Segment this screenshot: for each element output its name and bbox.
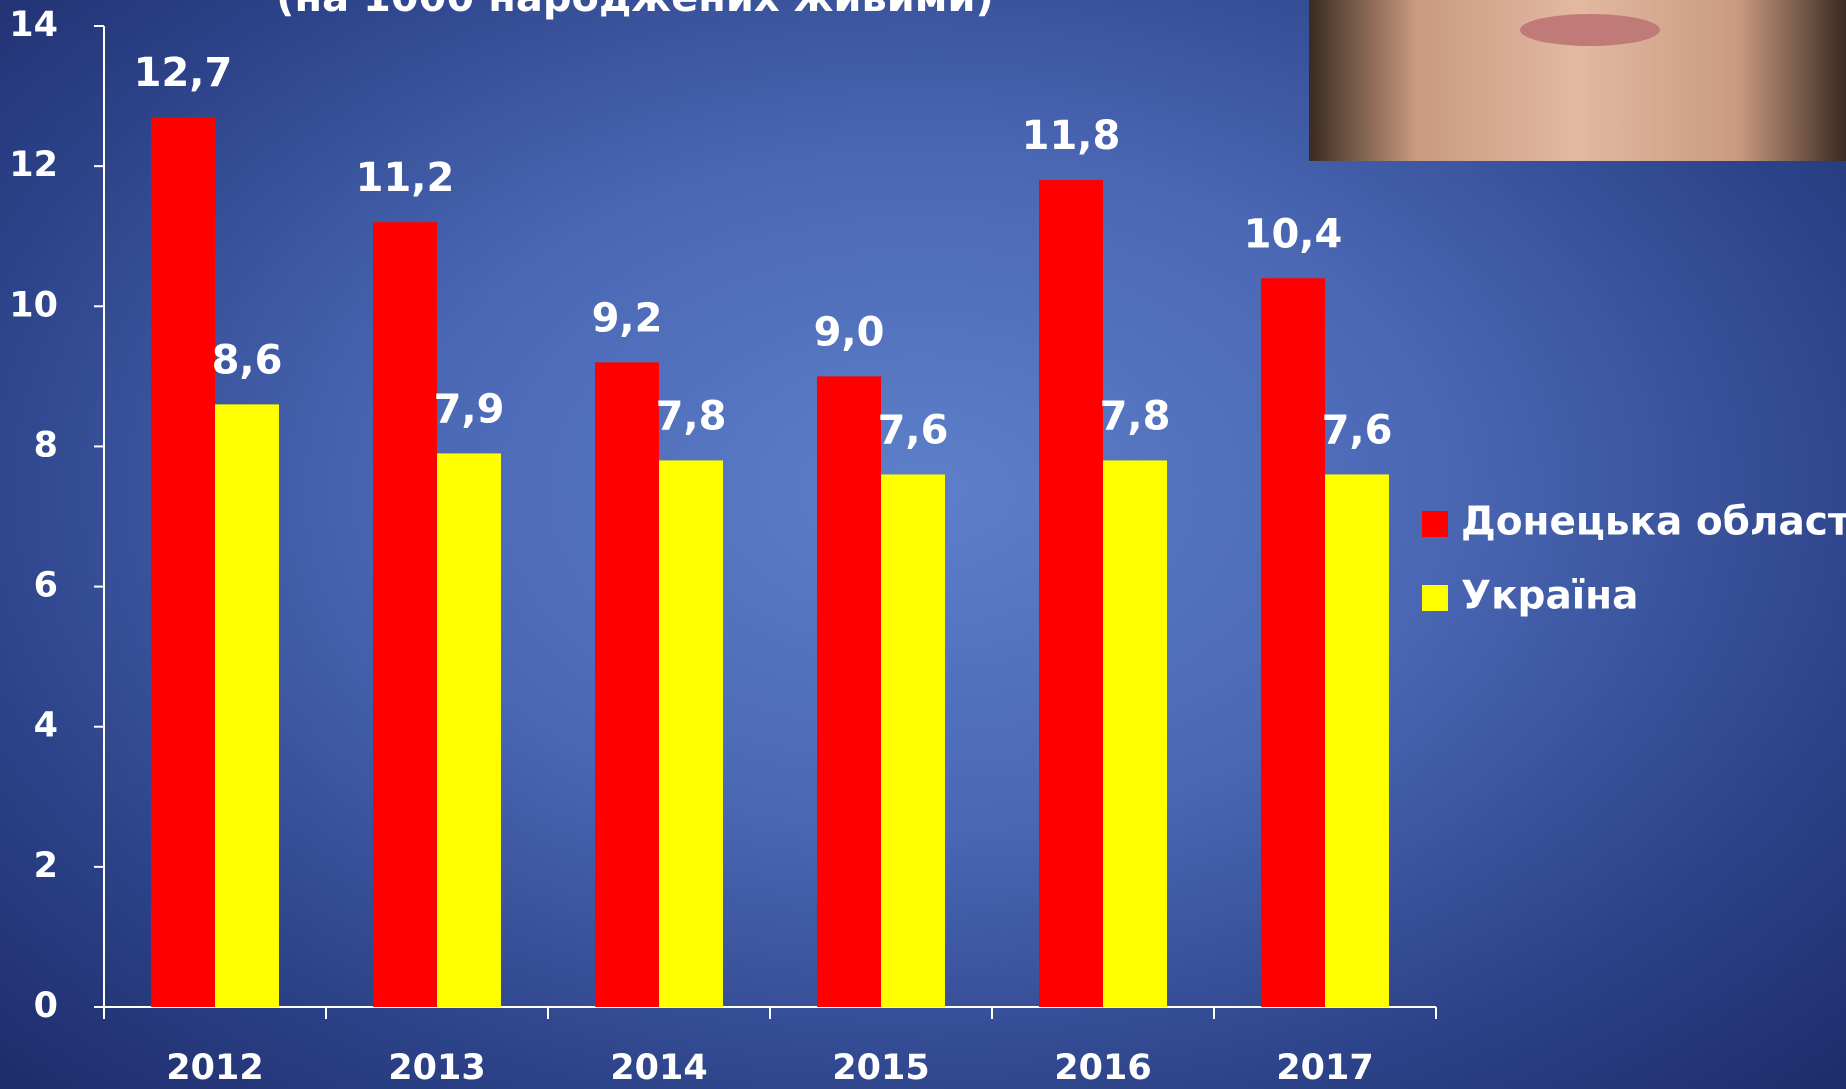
y-tick-label: 0: [34, 986, 58, 1026]
value-label: 7,9: [434, 386, 505, 432]
y-tick-label: 6: [34, 566, 58, 606]
value-label: 7,8: [656, 393, 727, 439]
y-tick-label: 8: [34, 425, 58, 465]
value-label: 12,7: [134, 50, 233, 96]
y-tick-label: 10: [9, 285, 58, 325]
photo-lips: [1520, 14, 1660, 46]
x-tick-label: 2012: [166, 1048, 263, 1088]
bar: [151, 117, 215, 1008]
y-tick-label: 4: [34, 706, 58, 746]
x-tick-label: 2014: [610, 1048, 707, 1088]
value-label: 7,6: [878, 407, 949, 453]
bar: [373, 222, 437, 1007]
value-label: 11,8: [1022, 113, 1121, 159]
bar: [1325, 474, 1389, 1007]
bar: [1261, 278, 1325, 1007]
chart-title: (на 1000 народжених живими): [276, 0, 994, 21]
bar: [437, 453, 501, 1008]
bar: [817, 376, 881, 1007]
legend-label: Україна: [1461, 574, 1638, 619]
value-label: 8,6: [212, 337, 283, 383]
bar: [215, 404, 279, 1007]
y-tick-label: 12: [9, 145, 58, 185]
x-tick-label: 2016: [1054, 1048, 1151, 1088]
value-label: 7,8: [1100, 393, 1171, 439]
bar: [595, 362, 659, 1007]
x-tick-label: 2017: [1276, 1048, 1373, 1088]
y-tick-label: 2: [34, 846, 58, 886]
value-label: 10,4: [1244, 211, 1343, 257]
legend-swatch: [1422, 585, 1448, 611]
value-label: 9,2: [592, 295, 663, 341]
legend-label: Донецька область: [1461, 500, 1846, 545]
y-tick-label: 14: [9, 5, 58, 45]
bar: [1103, 460, 1167, 1007]
x-tick-label: 2015: [832, 1048, 929, 1088]
bar: [1039, 180, 1103, 1007]
bar: [659, 460, 723, 1007]
value-label: 11,2: [356, 155, 455, 201]
value-label: 9,0: [814, 309, 885, 355]
x-tick-label: 2013: [388, 1048, 485, 1088]
legend-swatch: [1422, 511, 1448, 537]
value-label: 7,6: [1322, 407, 1393, 453]
bar: [881, 474, 945, 1007]
